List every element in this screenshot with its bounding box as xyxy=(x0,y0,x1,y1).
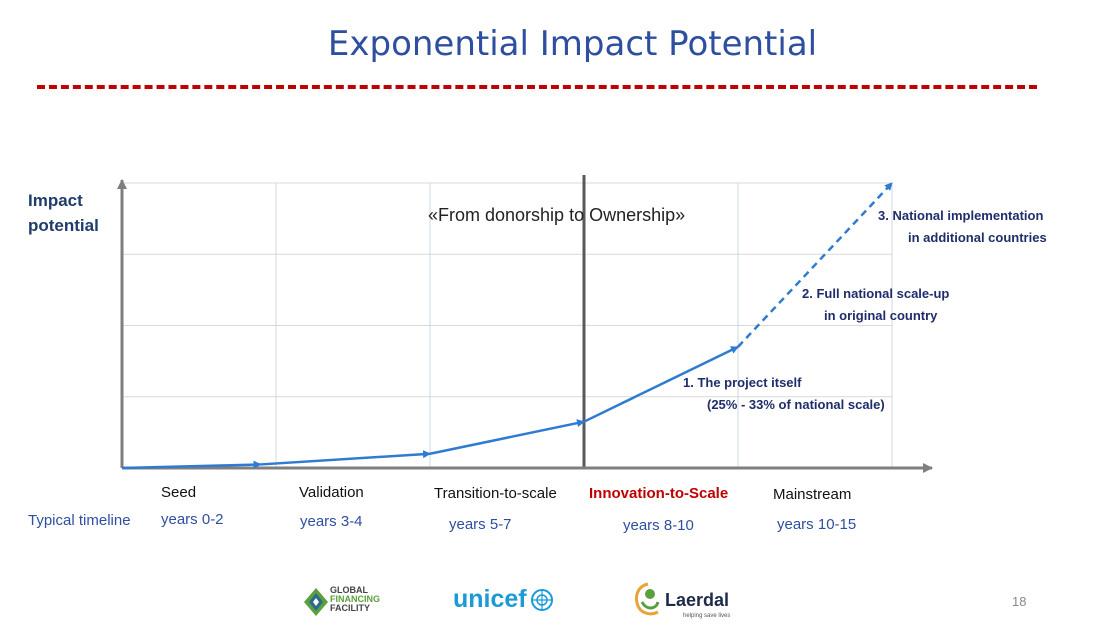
title-underline xyxy=(37,85,1037,89)
projection-segment xyxy=(737,182,893,348)
gff-logo-text: GLOBAL FINANCING FACILITY xyxy=(330,586,380,613)
growth-segment xyxy=(260,450,431,466)
annotation-project: 1. The project itself (25% - 33% of nati… xyxy=(683,372,885,416)
years-seed: years 0-2 xyxy=(161,511,224,528)
stage-innovation: Innovation-to-Scale xyxy=(589,485,729,502)
annotation-national-scaleup-line2: in original country xyxy=(824,308,938,323)
laerdal-mother-child-icon xyxy=(634,582,660,616)
annotation-national-scaleup: 2. Full national scale-up in original co… xyxy=(802,283,949,327)
annotation-additional-countries: 3. National implementation in additional… xyxy=(878,205,1047,249)
years-mainstream: years 10-15 xyxy=(777,516,857,533)
unicef-logo-text: unicef xyxy=(453,585,527,613)
y-axis-label-line2: potential xyxy=(28,216,99,235)
growth-segment xyxy=(121,460,262,470)
gff-logo-icon xyxy=(304,588,328,616)
laerdal-tagline: helping save lives xyxy=(683,613,731,619)
gff-line1: GLOBAL xyxy=(330,585,368,595)
stage-transition: Transition-to-scale xyxy=(434,485,557,502)
gff-line3: FACILITY xyxy=(330,603,370,613)
un-emblem-icon xyxy=(531,589,553,611)
annotation-additional-countries-line1: 3. National implementation xyxy=(878,208,1044,223)
slide-title: Exponential Impact Potential xyxy=(327,24,818,64)
growth-segment xyxy=(429,419,585,455)
annotation-national-scaleup-line1: 2. Full national scale-up xyxy=(802,286,950,301)
annotation-project-line2: (25% - 33% of national scale) xyxy=(707,397,885,412)
annotation-project-line1: 1. The project itself xyxy=(683,375,802,390)
y-axis-label: Impact potential xyxy=(28,188,138,238)
stage-mainstream: Mainstream xyxy=(773,486,852,503)
laerdal-logo-text: Laerdal xyxy=(665,590,730,610)
ownership-quote: «From donorship to Ownership» xyxy=(428,205,686,225)
stage-validation: Validation xyxy=(299,484,364,501)
gff-line2: FINANCING xyxy=(330,594,380,604)
y-axis-label-line1: Impact xyxy=(28,191,83,210)
years-transition: years 5-7 xyxy=(449,516,512,533)
years-innovation: years 8-10 xyxy=(623,517,694,534)
growth-segment xyxy=(583,345,739,423)
stage-seed: Seed xyxy=(161,484,197,501)
years-validation: years 3-4 xyxy=(300,513,363,530)
page-number: 18 xyxy=(1012,594,1027,609)
timeline-label: Typical timeline xyxy=(28,512,131,529)
annotation-additional-countries-line2: in additional countries xyxy=(908,230,1047,245)
